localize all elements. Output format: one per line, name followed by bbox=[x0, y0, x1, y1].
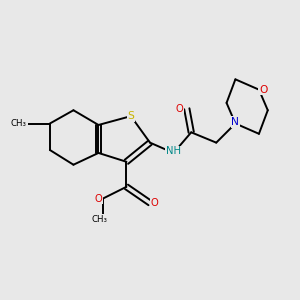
Text: O: O bbox=[259, 85, 268, 94]
Text: CH₃: CH₃ bbox=[11, 119, 27, 128]
Text: S: S bbox=[128, 111, 134, 121]
Text: CH₃: CH₃ bbox=[92, 215, 108, 224]
Text: N: N bbox=[232, 117, 239, 127]
Text: O: O bbox=[94, 194, 102, 204]
Text: O: O bbox=[176, 104, 183, 114]
Text: O: O bbox=[151, 198, 158, 208]
Text: NH: NH bbox=[166, 146, 181, 157]
